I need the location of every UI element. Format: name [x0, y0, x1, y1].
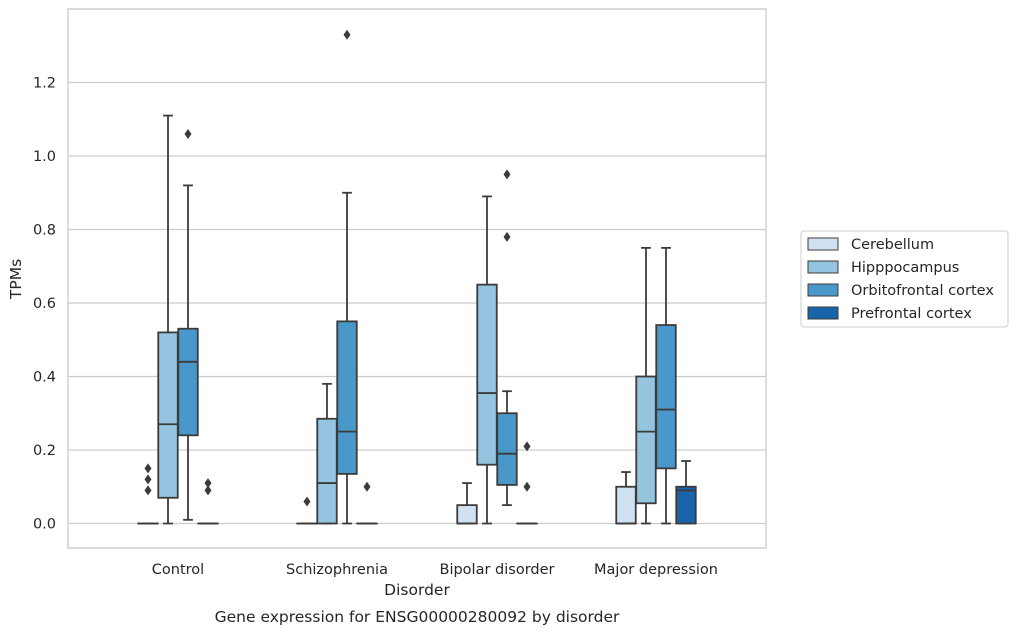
box-cerebellum: [296, 496, 318, 525]
box-plot-area: [137, 29, 697, 525]
x-axis-ticks: Control Schizophrenia Bipolar disorder Majo…: [152, 562, 718, 578]
outlier-point: [144, 485, 152, 496]
y-tick-label: 0.8: [33, 223, 56, 239]
box-cerebellum: [137, 463, 159, 525]
outlier-point: [184, 128, 192, 139]
outlier-point: [144, 463, 152, 474]
box-prefrontal-cortex: [356, 481, 378, 525]
x-tick-label: Major depression: [594, 562, 718, 578]
iqr-box: [177, 327, 199, 437]
legend-label: Hipppocampus: [851, 260, 959, 276]
legend-label: Cerebellum: [851, 237, 934, 253]
y-axis-ticks: 0.0 0.2 0.4 0.6 0.8 1.0 1.2: [33, 76, 56, 533]
y-tick-label: 0.4: [33, 370, 56, 386]
outlier-point: [204, 478, 212, 489]
outlier-point: [343, 29, 351, 40]
box-prefrontal-cortex: [516, 441, 538, 525]
iqr-box: [655, 324, 677, 470]
y-tick-label: 1.0: [33, 149, 56, 165]
iqr-box: [615, 485, 637, 525]
iqr-box: [476, 283, 498, 466]
outlier-point: [303, 496, 311, 507]
x-tick-label: Bipolar disorder: [440, 562, 555, 578]
x-tick-label: Control: [152, 562, 204, 578]
x-axis-title: Disorder: [384, 581, 450, 599]
outlier-point: [363, 481, 371, 492]
box-orbitofrontal-cortex: [177, 128, 199, 521]
legend-label: Orbitofrontal cortex: [851, 283, 994, 299]
chart-caption: Gene expression for ENSG00000280092 by d…: [215, 608, 620, 626]
iqr-box: [336, 320, 358, 475]
box-prefrontal-cortex: [197, 478, 219, 525]
box-prefrontal-cortex: [675, 460, 697, 525]
box-orbitofrontal-cortex: [496, 169, 518, 507]
y-axis-title: TPMs: [7, 259, 25, 300]
y-tick-label: 1.2: [33, 76, 56, 92]
iqr-box: [675, 485, 697, 525]
box-cerebellum: [615, 471, 637, 525]
legend-swatch: [807, 260, 839, 274]
legend-swatch: [807, 306, 839, 320]
legend-label: Prefrontal cortex: [851, 306, 972, 322]
iqr-box: [157, 331, 179, 499]
box-orbitofrontal-cortex: [336, 29, 358, 525]
box-hipppocampus: [476, 195, 498, 525]
y-tick-label: 0.0: [33, 517, 56, 533]
legend-frame: [800, 230, 1009, 328]
outlier-point: [204, 485, 212, 496]
iqr-box: [635, 375, 657, 505]
outlier-point: [503, 169, 511, 180]
outlier-point: [503, 231, 511, 242]
box-hipppocampus: [316, 382, 338, 525]
legend-swatch: [807, 237, 839, 251]
outlier-point: [144, 474, 152, 485]
x-tick-label: Schizophrenia: [286, 562, 388, 578]
box-hipppocampus: [635, 246, 657, 525]
outlier-point: [523, 481, 531, 492]
plot-frame: [67, 8, 767, 549]
iqr-box: [456, 504, 478, 525]
legend-swatch: [807, 283, 839, 297]
outlier-point: [523, 441, 531, 452]
box-orbitofrontal-cortex: [655, 246, 677, 525]
iqr-box: [316, 417, 338, 525]
y-tick-label: 0.6: [33, 296, 56, 312]
y-tick-label: 0.2: [33, 443, 56, 459]
box-cerebellum: [456, 482, 478, 525]
iqr-box: [496, 412, 518, 486]
legend: Cerebellum Hipppocampus Orbitofrontal cort…: [800, 230, 1009, 328]
box-hipppocampus: [157, 114, 179, 525]
